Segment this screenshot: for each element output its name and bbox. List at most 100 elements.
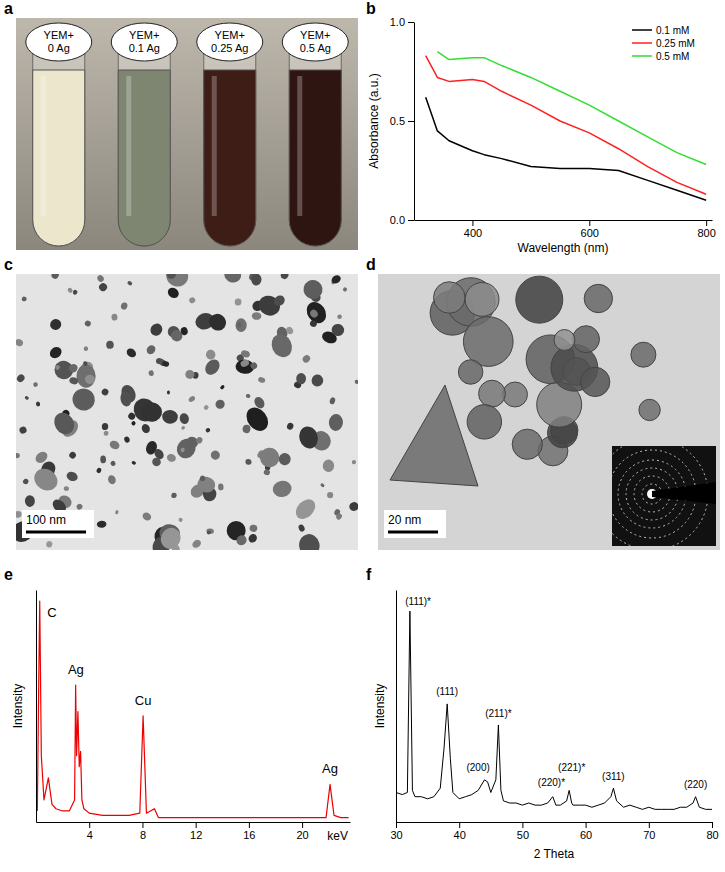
particle (115, 510, 120, 515)
particle (103, 430, 109, 436)
particle (167, 390, 170, 394)
x-tick-label: 50 (517, 829, 529, 841)
figure: aYEM+0 AgYEM+0.1 AgYEM+0.25 AgYEM+0.5 Ag… (0, 0, 725, 872)
particle (209, 449, 221, 461)
beam-stop (652, 482, 716, 504)
panel-label: b (366, 0, 376, 17)
particle (311, 374, 323, 387)
particle (581, 367, 610, 396)
panel-label: f (366, 566, 372, 583)
particle (202, 357, 222, 378)
particle (196, 475, 216, 493)
particle (249, 361, 258, 370)
particle (214, 398, 226, 410)
particle (259, 447, 280, 468)
legend-swatch (632, 29, 652, 31)
particle (97, 282, 108, 293)
particle (22, 478, 29, 485)
particle (268, 331, 296, 360)
micrograph-c: 100 nm (8, 265, 360, 559)
vial-label: YEM+ (300, 29, 330, 41)
x-tick-mark (396, 822, 397, 828)
particle (45, 540, 53, 548)
vial-liquid (289, 70, 341, 246)
particle (84, 374, 95, 385)
peak-annotation: (220) (684, 779, 707, 790)
particle (148, 321, 165, 338)
particle (25, 495, 35, 507)
data-line (37, 601, 348, 818)
particle (108, 439, 121, 451)
particle (237, 322, 241, 328)
y-axis-title: Intensity (11, 684, 25, 729)
particle (223, 274, 243, 285)
chart-f: 3040506070802 ThetaIntensity(111)*(111)(… (373, 591, 719, 862)
x-axis-line (415, 220, 713, 221)
y-axis: 0.00.51.0 (390, 16, 415, 226)
particle (631, 342, 656, 367)
x-tick-mark (89, 822, 90, 828)
x-tick-label: 60 (580, 829, 592, 841)
peak-annotation: (111) (436, 686, 458, 697)
particle (467, 405, 501, 439)
particle (245, 393, 251, 398)
peak-annotation: (220)* (538, 777, 565, 788)
particle (54, 364, 61, 371)
particle (247, 532, 259, 544)
x-axis-title: Wavelength (nm) (518, 241, 609, 255)
particle (245, 459, 252, 466)
legend-swatch (632, 55, 652, 57)
x-tick-mark (589, 220, 590, 226)
y-axis-line (414, 23, 415, 221)
vial-label-ellipse (282, 23, 348, 61)
y-axis-line (36, 591, 37, 823)
particle (251, 274, 262, 286)
peak-annotation: (111)* (405, 596, 431, 607)
y-axis (396, 591, 397, 823)
data-line (426, 97, 706, 200)
particle (48, 345, 64, 361)
x-tick: 40 (454, 822, 466, 841)
scale-bar (26, 531, 86, 534)
x-axis-title: keV (327, 829, 348, 843)
data-line (437, 52, 706, 165)
micrograph-d: 20 nm (378, 274, 720, 550)
particle (242, 403, 272, 435)
particles (16, 274, 358, 550)
particle (342, 287, 348, 293)
micrograph-background (378, 274, 720, 550)
peak-annotation: Ag (322, 761, 338, 776)
particle (123, 436, 130, 444)
x-tick: 400 (464, 220, 482, 239)
particle (48, 317, 63, 332)
particle (297, 532, 322, 550)
particle (16, 453, 20, 459)
legend-label: 0.25 mM (656, 38, 695, 49)
x-tick-mark (196, 822, 197, 828)
chart-e: 48121620keVIntensityCAgCuAg (11, 591, 351, 843)
vial-highlight (212, 76, 217, 216)
particle (329, 397, 336, 405)
data-line (426, 56, 706, 195)
particle (285, 325, 295, 335)
particle (153, 447, 166, 461)
particle (239, 359, 250, 368)
x-tick: 30 (390, 822, 402, 841)
particle (300, 276, 326, 302)
y-tick-label: 1.0 (390, 16, 405, 28)
x-tick-mark (249, 822, 250, 828)
particle (303, 298, 330, 327)
particle (195, 436, 203, 444)
particle (141, 511, 153, 522)
x-tick-label: 400 (464, 227, 482, 239)
particle (68, 363, 79, 374)
particle (96, 467, 102, 474)
particle (458, 360, 483, 385)
x-tick-mark (472, 220, 473, 226)
particle (69, 376, 80, 385)
particle (16, 373, 26, 384)
particle (639, 399, 660, 420)
particle (584, 284, 612, 312)
particle (180, 447, 185, 452)
particle (573, 326, 600, 353)
